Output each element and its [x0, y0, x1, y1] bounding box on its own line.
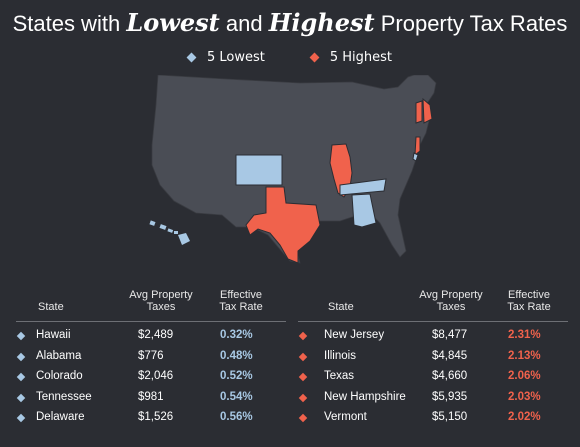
diamond-icon: [16, 331, 26, 341]
us-mainland: [151, 74, 437, 264]
table-row: Delaware $1,526 0.56%: [16, 408, 286, 429]
state-alabama: [351, 193, 377, 228]
state-tennessee: [339, 178, 387, 196]
diamond-icon: [16, 372, 26, 382]
diamond-icon: [186, 52, 197, 63]
title-highest: Highest: [268, 8, 375, 37]
diamond-icon: [298, 372, 308, 382]
state-hawaii: [149, 220, 190, 245]
us-map: [0, 74, 580, 275]
table-header: State Avg Property Taxes Effective Tax Rat…: [16, 285, 286, 322]
diamond-icon: [298, 352, 308, 361]
header-state: State: [328, 301, 354, 313]
us-map-svg: [149, 74, 437, 264]
header-rate: Effective Tax Rate: [219, 289, 263, 313]
diamond-icon: [309, 52, 320, 63]
table-row: Alabama $776 0.48%: [16, 347, 286, 368]
diamond-icon: [298, 413, 308, 423]
state-vermont: [415, 100, 423, 124]
diamond-icon: [298, 331, 308, 341]
header-taxes: Avg Property Taxes: [129, 289, 193, 313]
title-prefix: States with: [12, 11, 121, 36]
table-row: Vermont $5,150 2.02%: [298, 408, 568, 429]
lowest-table: State Avg Property Taxes Effective Tax Rat…: [16, 285, 286, 429]
state-new-hampshire: [422, 97, 433, 124]
table-row: Illinois $4,845 2.13%: [298, 347, 568, 368]
table-row: Tennessee $981 0.54%: [16, 388, 286, 409]
legend-lowest: 5 Lowest: [186, 50, 265, 65]
header-state: State: [38, 301, 64, 313]
header-taxes: Avg Property Taxes: [419, 289, 483, 313]
legend-highest: 5 Highest: [309, 50, 393, 65]
diamond-icon: [16, 413, 26, 423]
title-mid: and: [225, 11, 263, 36]
state-delaware: [412, 152, 419, 162]
table-row: New Hampshire $5,935 2.03%: [298, 388, 568, 409]
legend-highest-label: 5 Highest: [329, 50, 393, 65]
state-new-jersey: [414, 136, 421, 157]
state-texas: [245, 186, 321, 264]
table-row: Texas $4,660 2.06%: [298, 367, 568, 388]
legend-lowest-label: 5 Lowest: [206, 50, 265, 65]
highest-table: State Avg Property Taxes Effective Tax Rat…: [298, 285, 568, 429]
diamond-icon: [298, 393, 308, 402]
diamond-icon: [16, 352, 26, 361]
title-lowest: Lowest: [126, 8, 220, 37]
table-row: Colorado $2,046 0.52%: [16, 367, 286, 388]
legend: 5 Lowest 5 Highest: [0, 50, 580, 65]
table-header: State Avg Property Taxes Effective Tax Rat…: [298, 285, 568, 322]
diamond-icon: [16, 393, 26, 402]
page-title: States with Lowest and Highest Property …: [0, 8, 580, 37]
table-row: Hawaii $2,489 0.32%: [16, 326, 286, 347]
table-row: New Jersey $8,477 2.31%: [298, 326, 568, 347]
title-suffix: Property Tax Rates: [380, 11, 568, 36]
state-colorado: [235, 154, 283, 186]
header-rate: Effective Tax Rate: [507, 289, 551, 313]
